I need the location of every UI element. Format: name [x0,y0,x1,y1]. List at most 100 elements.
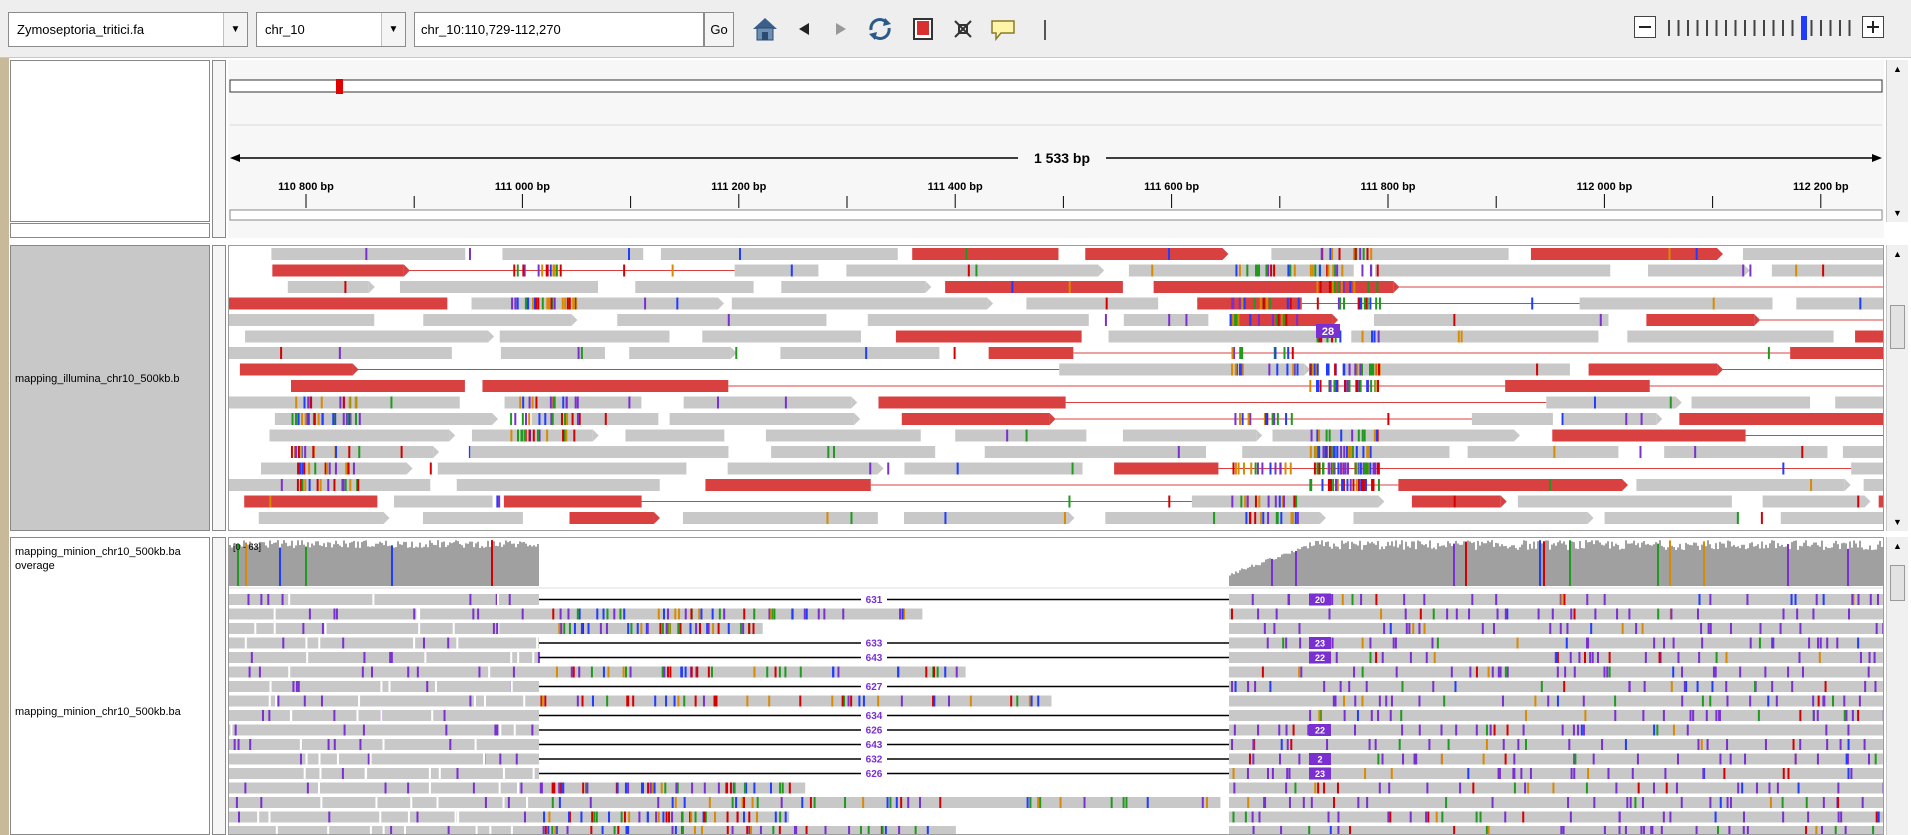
zoom-tick[interactable] [1782,20,1784,36]
nanopore-read[interactable] [229,608,539,620]
aligned-read[interactable] [1835,396,1884,409]
aligned-read[interactable] [617,314,827,326]
nanopore-read[interactable] [229,594,539,605]
aligned-read[interactable] [1664,446,1828,458]
nanopore-read[interactable] [1229,753,1884,765]
zoom-tick[interactable] [1668,20,1670,36]
aligned-read[interactable] [765,429,921,442]
aligned-read[interactable] [1771,264,1884,277]
aligned-read[interactable] [1059,363,1305,376]
zoom-tick[interactable] [1715,20,1718,36]
discordant-read[interactable] [1411,495,1501,508]
aligned-read[interactable] [682,512,878,524]
aligned-read[interactable] [500,347,605,359]
discordant-read[interactable] [1197,297,1302,310]
nanopore-read[interactable] [229,753,539,765]
aligned-read[interactable] [393,495,493,508]
aligned-read[interactable] [1105,512,1320,524]
nanopore-read[interactable] [539,782,806,794]
aligned-read[interactable] [1026,297,1159,310]
aligned-read[interactable] [904,462,1083,475]
aligned-read[interactable] [502,248,644,260]
zoom-tick[interactable] [1687,20,1689,36]
aligned-read[interactable] [1272,429,1514,442]
zoom-tick[interactable] [1753,20,1756,36]
aligned-read[interactable] [702,330,861,343]
discordant-read[interactable] [1398,479,1623,491]
aligned-read[interactable] [1123,314,1209,326]
aligned-read[interactable] [274,413,493,425]
illumina-alignment-track[interactable]: 28 [228,245,1884,531]
aligned-read[interactable] [1647,264,1744,277]
aligned-read[interactable] [1242,446,1450,458]
aligned-read[interactable] [1563,413,1657,425]
zoom-tick[interactable] [1763,20,1765,36]
aligned-read[interactable] [245,330,489,343]
aligned-read[interactable] [1546,396,1676,409]
aligned-read[interactable] [499,330,670,343]
discordant-read[interactable] [1855,330,1884,343]
scroll-thumb[interactable] [1890,305,1905,349]
minion-alignment-track[interactable]: [0 - 63] 6316336436276346266436326262023… [228,537,1884,835]
aligned-read[interactable] [1128,264,1354,277]
discordant-read[interactable] [1588,363,1718,376]
aligned-read[interactable] [1796,297,1884,310]
discordant-read[interactable] [895,330,1082,343]
discordant-read[interactable] [569,512,654,524]
discordant-read[interactable] [1878,495,1884,508]
aligned-read[interactable] [1863,479,1884,491]
zoom-tick[interactable] [1744,20,1746,36]
nanopore-read[interactable] [1229,782,1884,794]
discordant-read[interactable] [239,363,353,376]
nanopore-read[interactable] [539,608,923,620]
nanopore-read[interactable] [1229,739,1884,750]
illumina-scrollbar[interactable]: ▲ ▼ [1886,245,1908,531]
aligned-read[interactable] [470,446,729,458]
nanopore-read[interactable] [1229,695,1884,707]
nanopore-read[interactable] [1229,811,1884,823]
zoom-tick[interactable] [1677,20,1680,36]
zoom-tick[interactable] [1848,20,1851,36]
aligned-read[interactable] [780,347,940,359]
insertion-badge[interactable] [1309,753,1331,765]
roi-icon[interactable] [908,14,938,44]
aligned-read[interactable] [660,248,898,260]
nanopore-read[interactable] [539,797,1221,808]
aligned-read[interactable] [955,429,1087,442]
zoom-tick[interactable] [1706,20,1708,36]
nanopore-read[interactable] [229,652,539,663]
chromosome-select[interactable]: chr_10 ▼ [256,12,406,47]
zoom-tick[interactable] [1734,20,1737,36]
aligned-read[interactable] [504,396,642,409]
nanopore-read[interactable] [1229,826,1884,835]
home-icon[interactable] [750,14,780,44]
discordant-read[interactable] [482,380,729,392]
zoom-tick[interactable] [1839,20,1841,36]
nanopore-read[interactable] [229,782,539,794]
nanopore-read[interactable] [229,724,539,736]
nanopore-read[interactable] [229,695,539,707]
aligned-read[interactable] [1627,330,1834,343]
nanopore-read[interactable] [1229,666,1884,678]
aligned-read[interactable] [781,281,926,293]
insertion-badge[interactable] [1309,637,1331,649]
zoom-out-button[interactable] [1634,16,1656,38]
discordant-read[interactable] [229,297,448,310]
discordant-read[interactable] [705,479,871,491]
discordant-read[interactable] [1530,248,1717,260]
aligned-read[interactable] [1191,495,1379,508]
aligned-read[interactable] [260,462,407,475]
aligned-read[interactable] [1122,429,1257,442]
aligned-read[interactable] [1636,479,1845,491]
zoom-tick[interactable] [1791,20,1794,36]
aligned-read[interactable] [1375,264,1611,277]
zoom-tick[interactable] [1725,20,1727,36]
aligned-read[interactable] [1467,446,1619,458]
aligned-read[interactable] [1842,446,1884,458]
zoom-tick[interactable] [1772,20,1775,36]
aligned-read[interactable] [625,429,725,442]
nanopore-read[interactable] [229,623,539,634]
nanopore-read[interactable] [539,623,763,634]
aligned-read[interactable] [228,479,431,491]
chromosome-ideogram[interactable] [229,79,1883,93]
